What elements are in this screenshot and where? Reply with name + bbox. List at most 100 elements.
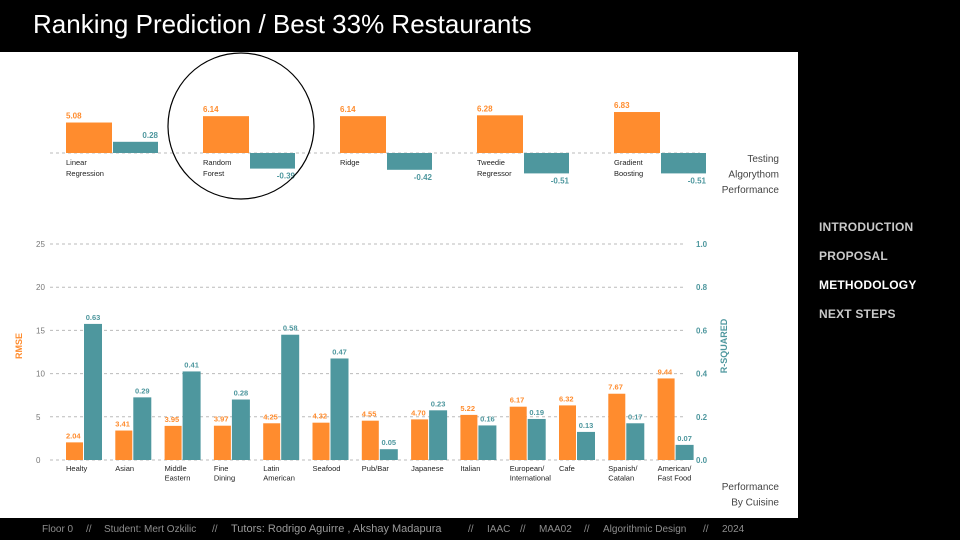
cuisine-rmse-bar (657, 378, 675, 460)
nav-item-methodology[interactable]: METHODOLOGY (819, 278, 917, 292)
algorithm-caption: Algorythom (728, 170, 779, 181)
footer-course: Algorithmic Design (603, 524, 687, 535)
nav-item-proposal[interactable]: PROPOSAL (819, 249, 888, 263)
cuisine-category-label: Seafood (313, 464, 341, 473)
algorithm-rmse-bar (66, 122, 112, 153)
cuisine-rmse-bar (509, 406, 527, 460)
footer-student: Student: Mert Ozkilic (104, 524, 197, 535)
cuisine-y-tick: 20 (36, 283, 45, 292)
charts-svg: 5.08 0.28 Linear Regression 6.14 -0.39 Random F… (14, 52, 780, 509)
nav-item-introduction[interactable]: INTRODUCTION (819, 220, 914, 234)
cuisine-rmse-label: 5.22 (460, 404, 475, 413)
cuisine-rmse-bar (460, 414, 478, 460)
algorithm-category-label: Random (203, 158, 231, 167)
cuisine-category-label: Fine (214, 464, 229, 473)
algorithm-rmse-label: 6.28 (477, 104, 493, 113)
cuisine-y2-tick: 1.0 (696, 240, 708, 249)
footer-separator: // (468, 524, 474, 535)
cuisine-y-axis-label: RMSE (14, 333, 24, 359)
cuisine-y-tick: 15 (36, 326, 45, 335)
cuisine-category-label: American (263, 474, 295, 483)
algorithm-rmse-label: 6.14 (203, 105, 219, 114)
algorithm-rmse-bar (477, 115, 523, 153)
cuisine-category-label: European/ (510, 464, 546, 473)
cuisine-rmse-label: 2.04 (66, 431, 81, 440)
algorithm-rmse-bar (340, 116, 386, 153)
cuisine-r2-label: 0.16 (480, 414, 495, 423)
algorithm-r2-label: -0.51 (551, 176, 570, 185)
cuisine-rmse-label: 7.67 (608, 383, 623, 392)
cuisine-y-tick: 5 (36, 413, 41, 422)
cuisine-category-label: Latin (263, 464, 279, 473)
algorithm-category-label: Gradient (614, 158, 644, 167)
footer-separator: // (212, 524, 218, 535)
algorithm-r2-bar (524, 153, 569, 174)
cuisine-r2-label: 0.17 (628, 412, 643, 421)
footer: Floor 0 // Student: Mert Ozkilic // Tuto… (0, 522, 960, 538)
cuisine-y2-tick: 0.0 (696, 456, 708, 465)
cuisine-rmse-label: 6.17 (510, 396, 525, 405)
cuisine-r2-bar (527, 418, 546, 460)
cuisine-rmse-label: 4.25 (263, 412, 278, 421)
cuisine-rmse-label: 3.41 (115, 420, 130, 429)
cuisine-category-label: Eastern (165, 474, 191, 483)
cuisine-caption: By Cuisine (731, 498, 779, 509)
cuisine-r2-bar (675, 444, 694, 460)
algorithm-r2-bar (250, 153, 295, 169)
cuisine-r2-label: 0.05 (381, 438, 396, 447)
algorithm-category-label: Regression (66, 169, 104, 178)
algorithm-r2-bar (387, 153, 432, 170)
cuisine-category-label: Pub/Bar (362, 464, 390, 473)
nav-item-next-steps[interactable]: NEXT STEPS (819, 307, 896, 321)
cuisine-r2-bar (478, 425, 497, 460)
cuisine-rmse-bar (263, 423, 281, 460)
page-title: Ranking Prediction / Best 33% Restaurant… (33, 9, 532, 39)
cuisine-r2-label: 0.19 (529, 408, 544, 417)
algorithm-rmse-label: 6.14 (340, 105, 356, 114)
cuisine-r2-bar (133, 397, 152, 460)
algorithm-r2-bar (661, 153, 706, 174)
cuisine-rmse-label: 6.32 (559, 394, 574, 403)
footer-program: MAA02 (539, 524, 572, 535)
cuisine-category-label: American/ (658, 464, 693, 473)
cuisine-y2-axis-label: R-SQUARED (719, 318, 729, 373)
cuisine-category-label: Catalan (608, 474, 634, 483)
footer-year: 2024 (722, 524, 745, 535)
algorithm-rmse-bar (203, 116, 249, 153)
cuisine-category-label: Middle (165, 464, 187, 473)
cuisine-r2-bar (626, 423, 645, 460)
cuisine-rmse-bar (608, 393, 626, 460)
cuisine-category-label: International (510, 474, 552, 483)
algorithm-r2-label: -0.51 (688, 176, 707, 185)
algorithm-r2-bar (113, 141, 158, 153)
footer-tutors: Tutors: Rodrigo Aguirre , Akshay Madapur… (231, 523, 442, 535)
cuisine-rmse-bar (312, 422, 330, 460)
cuisine-y2-tick: 0.4 (696, 370, 708, 379)
cuisine-rmse-bar (66, 442, 83, 460)
cuisine-category-label: Cafe (559, 464, 575, 473)
algorithm-r2-label: 0.28 (142, 131, 158, 140)
cuisine-r2-label: 0.07 (677, 434, 692, 443)
chart-panel: 5.08 0.28 Linear Regression 6.14 -0.39 Random F… (0, 52, 798, 518)
algorithm-caption: Performance (722, 185, 780, 196)
cuisine-r2-label: 0.13 (579, 421, 594, 430)
algorithm-category-label: Boosting (614, 169, 643, 178)
cuisine-rmse-label: 4.70 (411, 408, 426, 417)
cuisine-category-label: Healty (66, 464, 88, 473)
cuisine-y2-tick: 0.2 (696, 413, 708, 422)
cuisine-r2-label: 0.29 (135, 386, 150, 395)
footer-separator: // (703, 524, 709, 535)
cuisine-rmse-bar (164, 425, 182, 460)
footer-institute: IAAC (487, 524, 511, 535)
cuisine-category-label: Dining (214, 474, 235, 483)
cuisine-r2-bar (281, 334, 300, 460)
cuisine-y-tick: 10 (36, 370, 45, 379)
cuisine-r2-label: 0.41 (184, 360, 199, 369)
algorithm-caption: Testing (747, 154, 779, 165)
cuisine-rmse-bar (411, 419, 429, 460)
cuisine-category-label: Asian (115, 464, 134, 473)
cuisine-r2-label: 0.58 (283, 324, 298, 333)
cuisine-r2-bar (379, 449, 398, 460)
cuisine-y2-tick: 0.8 (696, 283, 708, 292)
cuisine-rmse-label: 3.95 (165, 415, 180, 424)
